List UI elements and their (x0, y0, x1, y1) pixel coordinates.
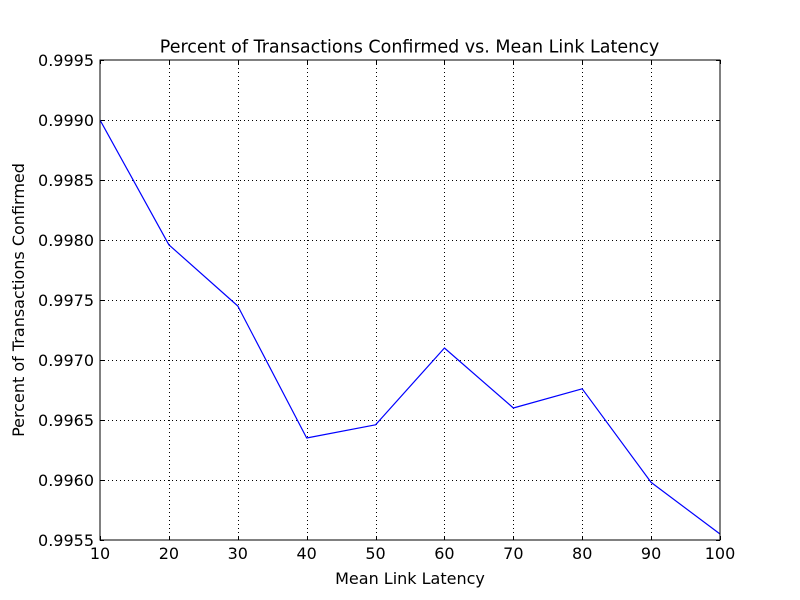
series-line (99, 119, 721, 535)
y-tick-label: 0.9980 (38, 231, 94, 250)
chart-title: Percent of Transactions Confirmed vs. Me… (160, 38, 659, 58)
y-tick-label: 0.9955 (38, 531, 94, 550)
x-axis-tick-labels: 10 20 30 40 50 60 70 80 90 100 (90, 544, 735, 563)
y-tick-label: 0.9990 (38, 111, 94, 130)
x-tick-label: 50 (365, 544, 385, 563)
x-tick-label: 20 (159, 544, 179, 563)
x-tick-label: 70 (503, 544, 523, 563)
y-tick-label: 0.9970 (38, 351, 94, 370)
x-tick-label: 80 (572, 544, 592, 563)
plot-area (99, 59, 721, 541)
x-tick-label: 60 (434, 544, 454, 563)
y-tick-label: 0.9965 (38, 411, 94, 430)
y-tick-label: 0.9960 (38, 471, 94, 490)
x-tick-label: 90 (641, 544, 661, 563)
x-tick-label: 40 (296, 544, 316, 563)
x-tick-label: 10 (90, 544, 110, 563)
x-tick-label: 30 (228, 544, 248, 563)
y-axis-title: Percent of Transactions Confirmed (9, 163, 28, 437)
y-axis-tick-labels: 0.9955 0.9960 0.9965 0.9970 0.9975 0.9980 0.99… (38, 51, 94, 550)
y-tick-label: 0.9985 (38, 171, 94, 190)
x-axis-title: Mean Link Latency (335, 569, 485, 588)
y-tick-label: 0.9975 (38, 291, 94, 310)
grid-lines (100, 60, 720, 540)
x-tick-label: 100 (705, 544, 736, 563)
plot-frame (99, 59, 721, 541)
y-tick-label: 0.9995 (38, 51, 94, 70)
